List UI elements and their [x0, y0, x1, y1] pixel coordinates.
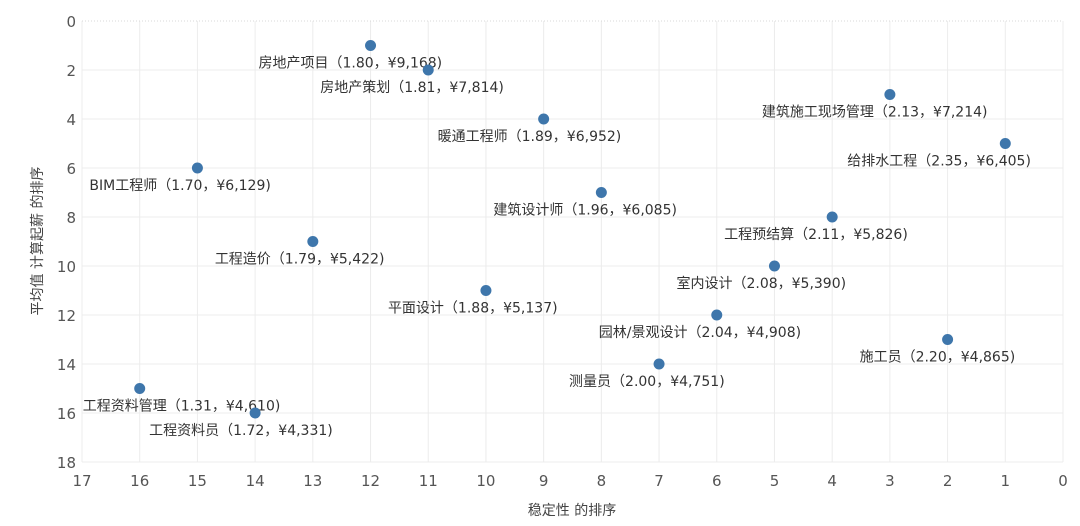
x-tick-label: 6 [712, 472, 722, 490]
data-point: 建筑施工现场管理（2.13，¥7,214) [762, 89, 988, 121]
y-axis-ticks: 0 2 4 6 8 10 12 14 16 18 [57, 13, 76, 472]
data-point: 平面设计（1.88，¥5,137) [388, 285, 558, 317]
point-label: 施工员（2.20，¥4,865) [860, 350, 1016, 366]
y-tick-label: 6 [66, 160, 76, 178]
point-label: 房地产项目（1.80，¥9,168) [259, 56, 443, 72]
y-tick-label: 4 [66, 111, 76, 129]
point-marker [999, 138, 1011, 149]
y-tick-label: 14 [57, 356, 76, 374]
point-label: 平面设计（1.88，¥5,137) [388, 301, 558, 317]
point-label: 给排水工程（2.35，¥6,405) [847, 154, 1031, 170]
point-label: 工程资料员（1.72，¥4,331) [149, 423, 333, 439]
x-tick-label: 14 [246, 472, 265, 490]
data-points: 房地产项目（1.80，¥9,168) 房地产策划（1.81，¥7,814) 建筑施工… [83, 40, 1031, 439]
x-tick-label: 12 [361, 472, 380, 490]
x-tick-label: 5 [770, 472, 780, 490]
y-tick-label: 18 [57, 454, 76, 472]
point-label: 建筑设计师（1.96，¥6,085) [493, 203, 677, 219]
data-point: 房地产项目（1.80，¥9,168) [259, 40, 443, 72]
x-axis-title: 稳定性 的排序 [528, 503, 616, 519]
point-label: 暖通工程师（1.89，¥6,952) [438, 129, 622, 145]
y-tick-label: 2 [66, 62, 76, 80]
point-marker [768, 260, 780, 272]
point-marker [884, 89, 896, 100]
point-marker [307, 236, 319, 247]
x-tick-label: 11 [419, 472, 438, 490]
point-label: 建筑施工现场管理（2.13，¥7,214) [762, 105, 988, 121]
x-tick-label: 15 [188, 472, 207, 490]
data-point: 房地产策划（1.81，¥7,814) [320, 64, 504, 96]
data-point: 施工员（2.20，¥4,865) [860, 334, 1016, 366]
x-tick-label: 9 [539, 472, 549, 490]
x-tick-label: 2 [943, 472, 953, 490]
y-tick-label: 10 [57, 258, 76, 276]
point-marker [365, 40, 377, 51]
x-tick-label: 13 [303, 472, 322, 490]
point-marker [826, 211, 838, 223]
data-point: 测量员（2.00，¥4,751) [569, 358, 725, 390]
point-marker [711, 309, 723, 321]
point-label: 工程预结算（2.11，¥5,826) [724, 227, 908, 243]
point-label: 房地产策划（1.81，¥7,814) [320, 79, 504, 96]
x-tick-label: 1 [1001, 472, 1011, 490]
point-label: 工程资料管理（1.31，¥4,610) [83, 399, 281, 415]
y-tick-label: 8 [66, 209, 76, 227]
x-tick-label: 16 [130, 472, 149, 490]
x-tick-label: 4 [827, 472, 837, 490]
x-tick-label: 0 [1058, 472, 1068, 490]
x-tick-label: 3 [885, 472, 895, 490]
data-point: 给排水工程（2.35，¥6,405) [847, 138, 1031, 170]
data-point: 建筑设计师（1.96，¥6,085) [493, 187, 677, 219]
point-label: 工程造价（1.79，¥5,422) [215, 252, 385, 268]
x-axis-ticks: 17 16 15 14 13 12 11 10 9 8 7 6 5 4 3 2 1 0 [72, 472, 1067, 490]
data-point: 工程预结算（2.11，¥5,826) [724, 211, 908, 243]
point-marker [653, 358, 665, 370]
data-point: 暖通工程师（1.89，¥6,952) [438, 113, 622, 145]
grid-lines [81, 20, 1064, 463]
point-label: 测量员（2.00，¥4,751) [569, 374, 725, 390]
point-marker [480, 285, 492, 296]
data-point: BIM工程师（1.70，¥6,129) [89, 162, 271, 194]
point-label: BIM工程师（1.70，¥6,129) [89, 178, 270, 194]
point-marker [595, 187, 607, 198]
x-tick-label: 17 [72, 472, 91, 490]
point-marker [538, 113, 550, 125]
data-point: 工程资料员（1.72，¥4,331) [149, 407, 333, 439]
data-point: 工程造价（1.79，¥5,422) [215, 236, 385, 268]
y-tick-label: 16 [57, 405, 76, 423]
y-tick-label: 12 [57, 307, 76, 325]
point-marker [191, 162, 203, 174]
point-marker [422, 64, 434, 76]
data-point: 园林/景观设计（2.04，¥4,908) [599, 309, 801, 341]
data-point: 工程资料管理（1.31，¥4,610) [83, 383, 281, 415]
x-tick-label: 7 [654, 472, 664, 490]
point-label: 园林/景观设计（2.04，¥4,908) [599, 325, 801, 341]
point-marker [942, 334, 954, 345]
point-label: 室内设计（2.08，¥5,390) [676, 275, 846, 292]
y-tick-label: 0 [66, 13, 76, 31]
data-point: 室内设计（2.08，¥5,390) [676, 260, 846, 292]
point-marker [134, 383, 146, 394]
y-axis-title: 平均值 计算起薪 的排序 [30, 167, 46, 316]
x-tick-label: 10 [476, 472, 495, 490]
point-marker [249, 407, 261, 419]
x-tick-label: 8 [597, 472, 607, 490]
